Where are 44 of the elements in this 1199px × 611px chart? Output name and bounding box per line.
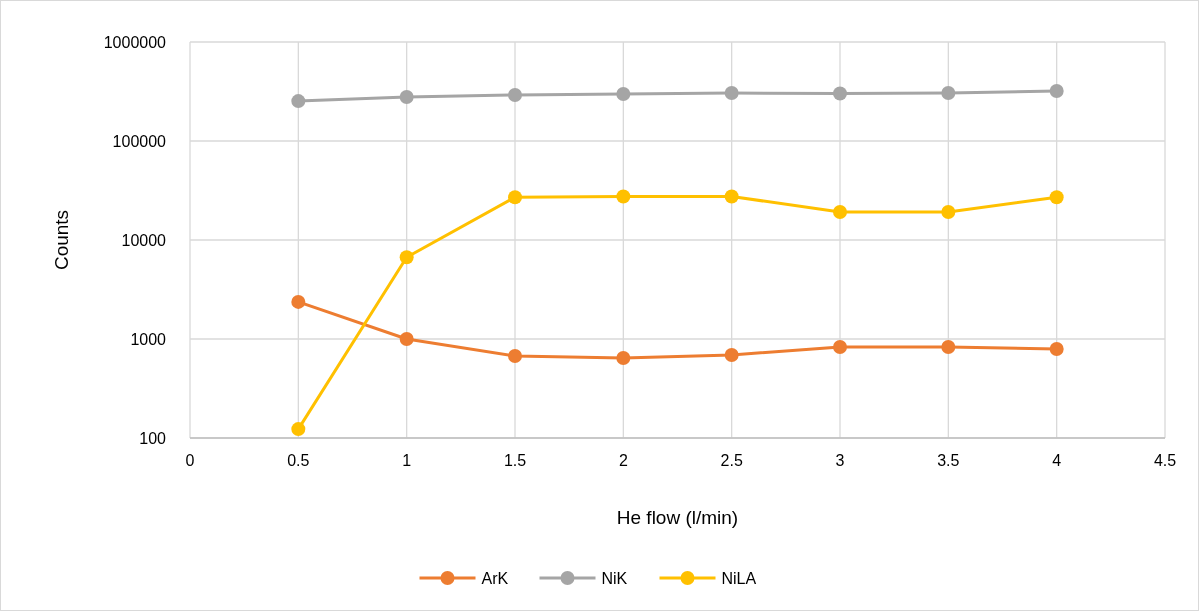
legend-label: NiK: [601, 569, 628, 587]
legend-label: ArK: [481, 569, 509, 587]
x-tick-label: 2: [618, 452, 628, 469]
point: [833, 86, 847, 101]
x-tick-label: 1: [402, 452, 412, 469]
point: [508, 190, 522, 205]
y-tick-label: 1000000: [103, 33, 167, 51]
point: [399, 332, 414, 346]
point: [724, 347, 739, 362]
point: [724, 189, 739, 204]
x-tick-label: 3: [835, 452, 845, 469]
y-tick-label: 1000: [130, 330, 167, 348]
y-tick-label: 100: [139, 429, 167, 447]
point: [399, 250, 414, 265]
x-tick-label: 3.5: [937, 452, 960, 469]
point: [399, 90, 414, 105]
x-tick-label: 2.5: [720, 452, 743, 469]
point: [724, 86, 739, 101]
y-tick-label: 10000: [121, 231, 167, 249]
x-axis-title: He flow (l/min): [616, 507, 739, 528]
y-tick-label: 100000: [112, 132, 167, 150]
point: [1049, 190, 1064, 205]
point: [833, 340, 847, 355]
x-tick-label: 4: [1052, 452, 1062, 469]
point: [941, 204, 956, 219]
point: [508, 87, 522, 102]
y-axis-title: Counts: [51, 209, 72, 271]
x-tick-label: 0.5: [287, 452, 310, 469]
point: [508, 349, 522, 364]
x-tick-label: 0: [185, 452, 195, 469]
point: [941, 86, 956, 101]
point: [616, 189, 631, 204]
point: [291, 422, 306, 437]
legend-label: NiLA: [721, 569, 757, 587]
point: [616, 87, 631, 102]
x-tick-label: 4.5: [1153, 452, 1177, 469]
x-tick-label: 1.5: [503, 452, 527, 469]
point: [616, 350, 631, 365]
point: [833, 204, 847, 219]
point: [291, 294, 306, 309]
point: [1049, 341, 1064, 356]
point: [941, 340, 956, 355]
point: [291, 94, 306, 109]
point: [1049, 83, 1064, 98]
